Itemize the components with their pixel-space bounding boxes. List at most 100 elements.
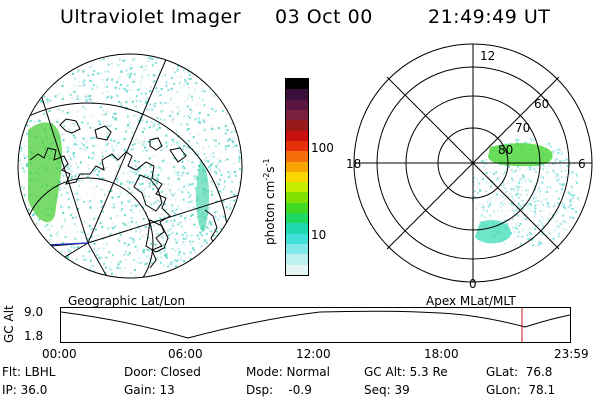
speckle-pixel (227, 175, 230, 178)
speckle-pixel (556, 210, 559, 213)
speckle-pixel (57, 196, 60, 199)
speckle-pixel (492, 173, 495, 175)
speckle-pixel (125, 101, 128, 104)
speckle-pixel (549, 212, 552, 215)
speckle-pixel (229, 173, 232, 176)
speckle-pixel (180, 256, 183, 259)
speckle-pixel (23, 166, 26, 169)
speckle-pixel (143, 205, 146, 208)
speckle-pixel (190, 234, 193, 237)
speckle-pixel (561, 176, 564, 179)
speckle-pixel (121, 208, 124, 211)
speckle-pixel (178, 250, 181, 253)
speckle-pixel (132, 211, 135, 214)
speckle-pixel (520, 182, 523, 185)
speckle-pixel (472, 177, 475, 180)
speckle-pixel (499, 205, 502, 208)
speckle-pixel (521, 176, 523, 179)
colorbar-segment (286, 109, 308, 121)
speckle-pixel (50, 234, 53, 237)
speckle-pixel (155, 73, 158, 76)
speckle-pixel (233, 193, 236, 196)
speckle-pixel (187, 146, 190, 149)
speckle-pixel (115, 117, 117, 120)
speckle-pixel (46, 229, 49, 232)
speckle-pixel (206, 226, 209, 229)
speckle-pixel (187, 140, 190, 142)
speckle-pixel (124, 267, 127, 270)
speckle-pixel (62, 80, 65, 83)
speckle-pixel (133, 268, 136, 271)
speckle-pixel (170, 263, 173, 266)
speckle-pixel (138, 237, 141, 240)
speckle-pixel (64, 221, 67, 224)
speckle-pixel (212, 138, 214, 141)
speckle-pixel (190, 215, 192, 217)
speckle-pixel (145, 233, 148, 236)
speckle-pixel (101, 177, 104, 180)
speckle-pixel (54, 95, 57, 98)
speckle-pixel (117, 165, 120, 168)
speckle-pixel (181, 144, 184, 147)
speckle-pixel (224, 185, 226, 188)
speckle-pixel (110, 226, 112, 229)
speckle-pixel (174, 71, 176, 74)
speckle-pixel (128, 127, 131, 130)
speckle-pixel (555, 174, 558, 177)
speckle-pixel (510, 231, 513, 234)
speckle-pixel (224, 148, 227, 151)
speckle-pixel (175, 260, 178, 262)
speckle-pixel (504, 164, 507, 167)
speckle-pixel (126, 180, 129, 183)
speckle-pixel (512, 227, 515, 230)
speckle-pixel (160, 110, 163, 113)
speckle-pixel (522, 208, 525, 211)
speckle-pixel (126, 90, 128, 93)
speckle-pixel (481, 206, 484, 209)
speckle-pixel (118, 240, 120, 242)
speckle-pixel (126, 244, 128, 247)
speckle-pixel (186, 105, 189, 108)
speckle-pixel (166, 81, 169, 84)
speckle-pixel (177, 65, 179, 68)
speckle-pixel (157, 192, 160, 195)
speckle-pixel (151, 262, 154, 265)
speckle-pixel (136, 110, 139, 113)
filter-info: Flt: LBHL (2, 365, 56, 379)
speckle-pixel (170, 261, 173, 264)
speckle-pixel (55, 232, 58, 235)
speckle-pixel (559, 164, 562, 167)
speckle-pixel (558, 182, 561, 185)
speckle-pixel (572, 194, 575, 197)
speckle-pixel (138, 257, 141, 260)
speckle-pixel (482, 206, 485, 208)
speckle-pixel (163, 118, 166, 121)
speckle-pixel (166, 256, 168, 259)
speckle-pixel (49, 238, 52, 241)
speckle-pixel (171, 76, 173, 79)
speckle-pixel (111, 254, 114, 257)
speckle-pixel (111, 155, 114, 158)
speckle-pixel (155, 182, 158, 185)
speckle-pixel (483, 165, 486, 168)
speckle-pixel (88, 246, 91, 249)
speckle-pixel (175, 131, 178, 134)
speckle-pixel (563, 220, 566, 223)
speckle-pixel (176, 69, 179, 72)
speckle-pixel (156, 199, 159, 202)
speckle-pixel (163, 249, 166, 252)
speckle-pixel (528, 166, 531, 169)
speckle-pixel (144, 97, 147, 100)
speckle-pixel (484, 172, 486, 175)
speckle-pixel (80, 237, 83, 239)
speckle-pixel (129, 170, 132, 173)
colorbar-segment (286, 130, 308, 141)
speckle-pixel (548, 142, 551, 145)
speckle-pixel (92, 136, 95, 139)
speckle-pixel (117, 263, 120, 266)
speckle-pixel (196, 234, 199, 237)
speckle-pixel (532, 197, 535, 200)
speckle-pixel (524, 177, 526, 180)
speckle-pixel (205, 232, 208, 235)
speckle-pixel (196, 133, 199, 136)
